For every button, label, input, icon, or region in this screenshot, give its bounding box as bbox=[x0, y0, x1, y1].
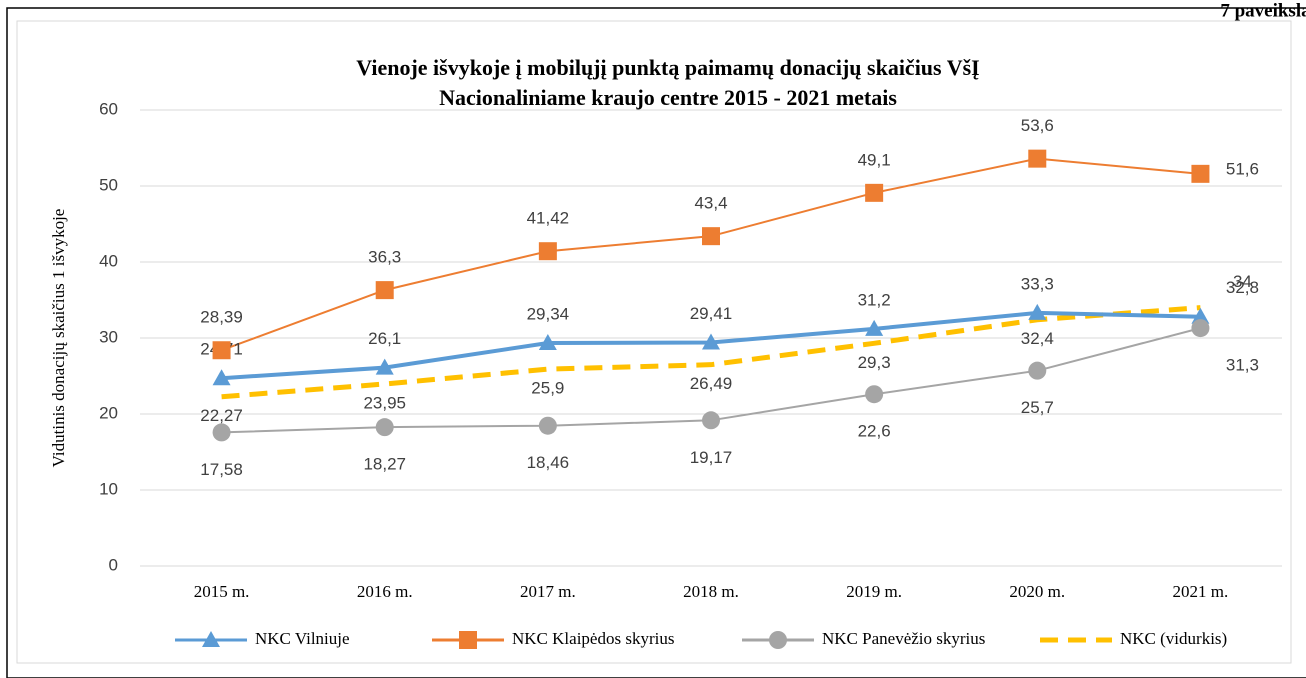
data-label: 49,1 bbox=[858, 150, 891, 169]
marker bbox=[212, 369, 231, 386]
data-label: 33,3 bbox=[1021, 274, 1054, 293]
data-label: 18,27 bbox=[363, 455, 406, 474]
marker bbox=[702, 227, 720, 246]
legend-label: NKC Klaipėdos skyrius bbox=[512, 629, 674, 648]
data-label: 18,46 bbox=[527, 453, 570, 472]
x-tick-label: 2017 m. bbox=[520, 582, 576, 601]
data-label: 29,3 bbox=[858, 353, 891, 372]
marker bbox=[1028, 149, 1047, 168]
marker bbox=[1028, 361, 1047, 380]
legend-label: NKC Panevėžio skyrius bbox=[822, 629, 985, 648]
chart-title: Vienoje išvykoje į mobilųjį punktą paima… bbox=[356, 55, 979, 80]
data-label: 32,4 bbox=[1021, 329, 1054, 348]
data-label: 36,3 bbox=[368, 248, 401, 267]
marker bbox=[212, 341, 231, 360]
marker bbox=[538, 334, 557, 351]
x-tick-label: 2018 m. bbox=[683, 582, 739, 601]
marker bbox=[769, 631, 787, 649]
marker bbox=[212, 423, 231, 442]
data-label: 53,6 bbox=[1021, 116, 1054, 135]
marker bbox=[702, 411, 720, 430]
data-label: 34 bbox=[1233, 272, 1252, 291]
marker bbox=[459, 631, 477, 649]
marker bbox=[1191, 319, 1210, 338]
data-label: 28,39 bbox=[200, 308, 243, 327]
data-label: 41,42 bbox=[527, 209, 570, 228]
data-label: 25,9 bbox=[531, 379, 564, 398]
data-label: 29,41 bbox=[690, 304, 733, 323]
x-tick-label: 2016 m. bbox=[357, 582, 413, 601]
marker bbox=[865, 385, 884, 404]
data-label: 19,17 bbox=[690, 448, 733, 467]
data-label: 17,58 bbox=[200, 460, 243, 479]
y-tick-label: 20 bbox=[99, 403, 118, 422]
y-tick-label: 10 bbox=[99, 479, 118, 498]
y-axis-label: Vidutinis donacijų skaičius 1 išvykoje bbox=[49, 209, 68, 468]
data-label: 22,6 bbox=[858, 422, 891, 441]
marker bbox=[375, 281, 394, 300]
y-tick-label: 0 bbox=[109, 555, 118, 574]
x-tick-label: 2020 m. bbox=[1009, 582, 1065, 601]
marker bbox=[1191, 164, 1210, 183]
x-tick-label: 2019 m. bbox=[846, 582, 902, 601]
data-label: 22,27 bbox=[200, 406, 243, 425]
legend-label: NKC Vilniuje bbox=[255, 629, 350, 648]
x-tick-label: 2021 m. bbox=[1173, 582, 1229, 601]
y-tick-label: 50 bbox=[99, 175, 118, 194]
y-tick-label: 30 bbox=[99, 327, 118, 346]
marker bbox=[375, 418, 394, 437]
chart-area bbox=[16, 20, 1292, 664]
data-label: 26,1 bbox=[368, 329, 401, 348]
y-tick-label: 60 bbox=[99, 99, 118, 118]
data-label: 31,2 bbox=[858, 290, 891, 309]
legend-label: NKC (vidurkis) bbox=[1120, 629, 1227, 648]
data-label: 51,6 bbox=[1226, 159, 1259, 178]
x-tick-label: 2015 m. bbox=[194, 582, 250, 601]
data-label: 32,8 bbox=[1226, 278, 1259, 297]
marker bbox=[538, 416, 557, 435]
data-label: 25,7 bbox=[1021, 398, 1054, 417]
chart-title: Nacionaliniame kraujo centre 2015 - 2021… bbox=[439, 85, 897, 110]
data-label: 26,49 bbox=[690, 374, 733, 393]
y-tick-label: 40 bbox=[99, 251, 118, 270]
data-label: 29,34 bbox=[527, 305, 570, 324]
marker bbox=[865, 183, 884, 202]
frame bbox=[6, 7, 1306, 678]
marker bbox=[1028, 303, 1047, 320]
data-label: 43,4 bbox=[694, 194, 727, 213]
marker bbox=[1191, 307, 1210, 324]
data-label: 23,95 bbox=[363, 393, 406, 412]
marker bbox=[202, 631, 220, 647]
data-label: 31,3 bbox=[1226, 356, 1259, 375]
marker bbox=[865, 319, 884, 336]
marker bbox=[702, 333, 720, 350]
marker bbox=[538, 242, 557, 261]
figure-label: 7 paveikslas bbox=[1220, 0, 1306, 21]
marker bbox=[375, 358, 394, 375]
